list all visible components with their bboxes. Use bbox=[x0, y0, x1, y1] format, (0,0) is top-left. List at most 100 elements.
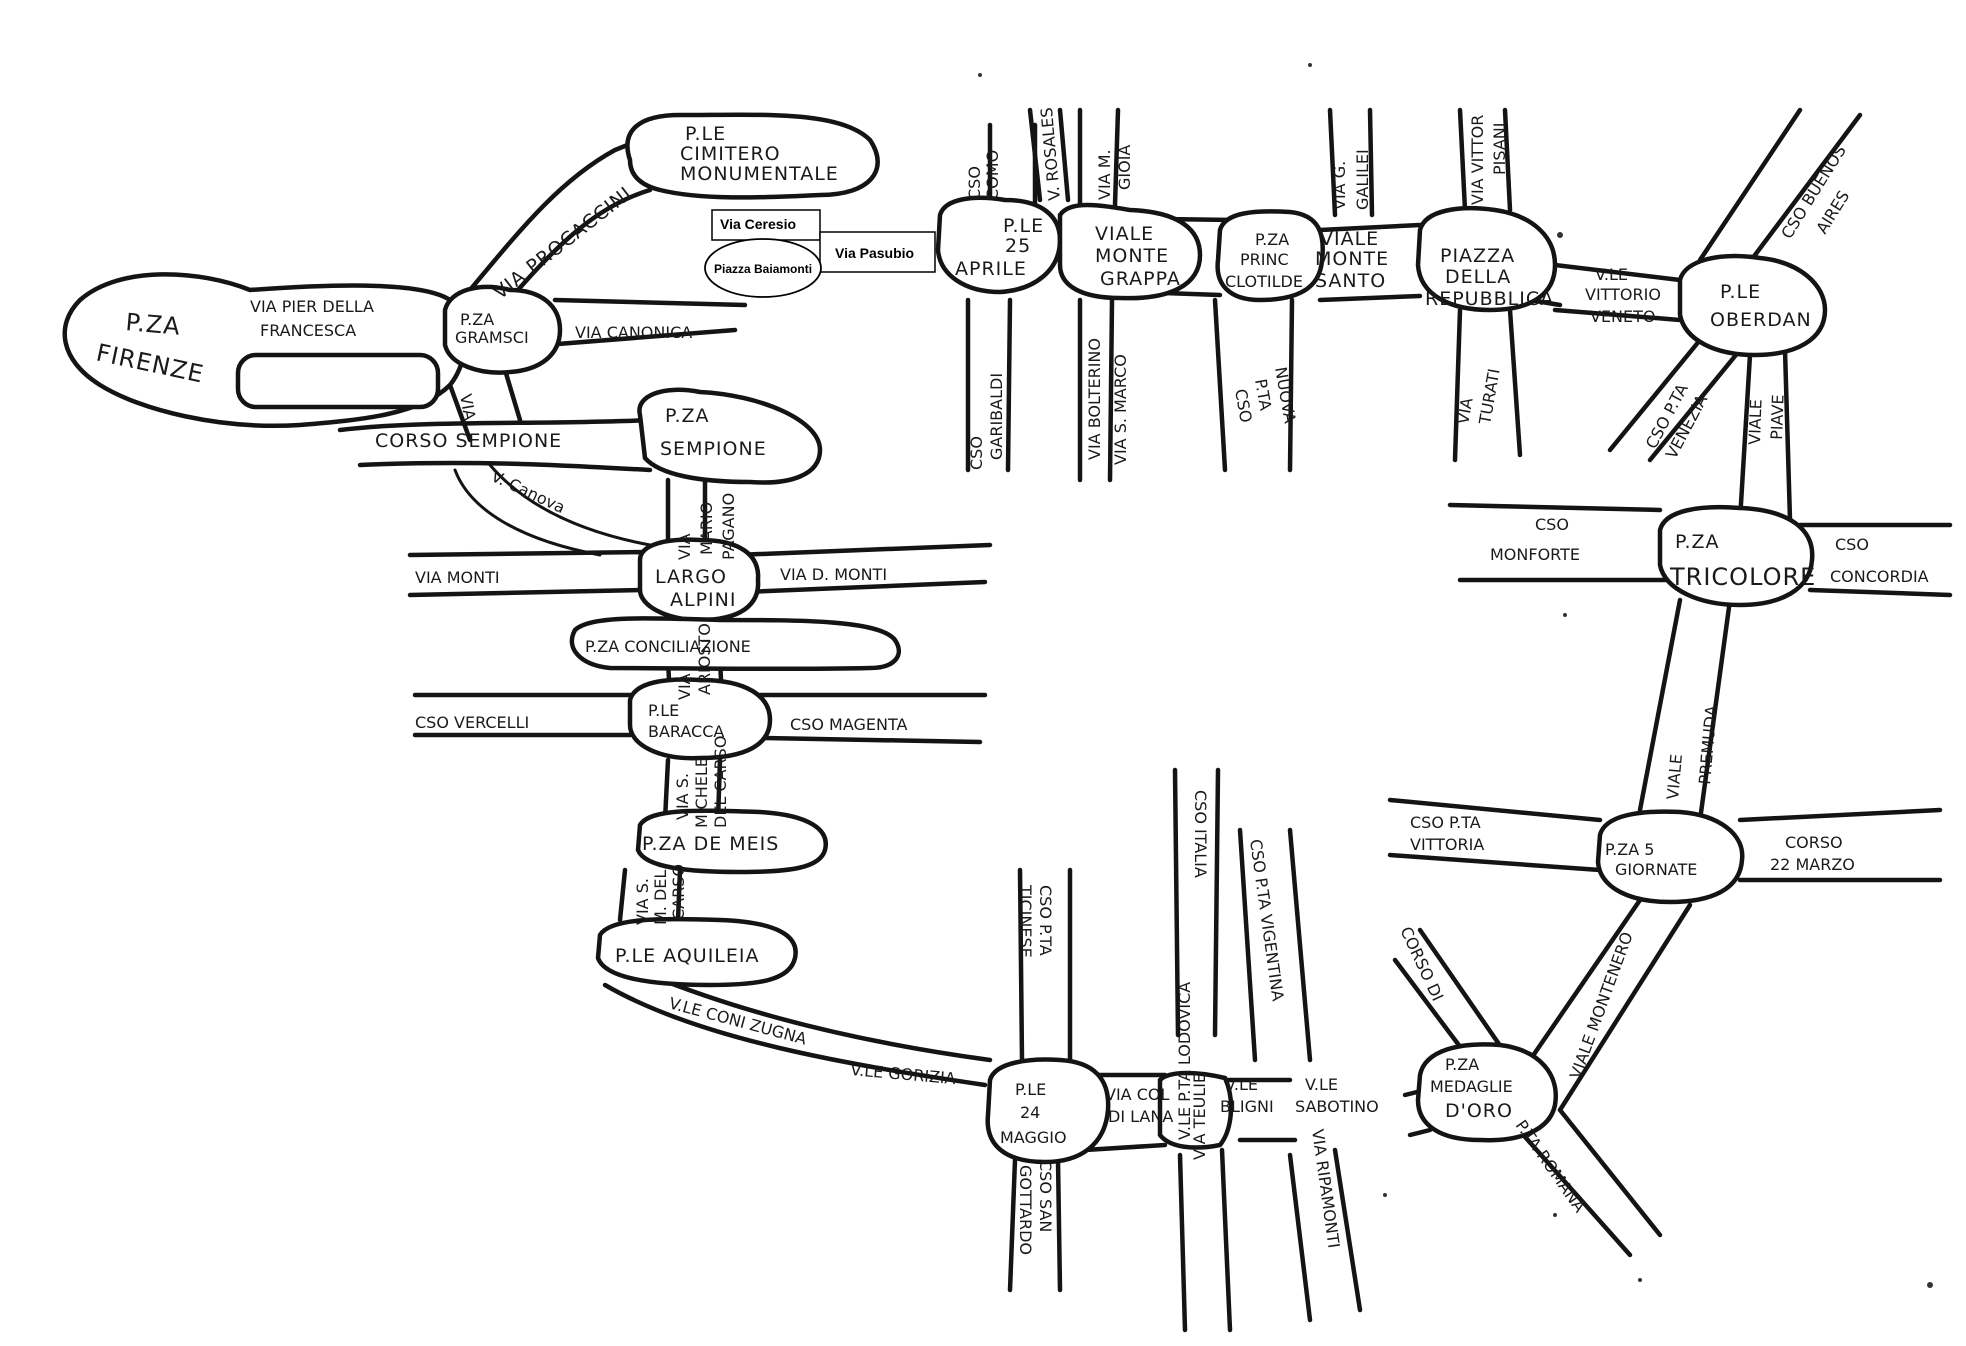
road-canonica bbox=[542, 297, 748, 348]
label-24-maggio-1: P.LE bbox=[1015, 1080, 1046, 1099]
label-clotilde-2: PRINC bbox=[1240, 250, 1289, 269]
box-via-pasubio bbox=[819, 231, 936, 273]
label-via-d-monti: VIA D. MONTI bbox=[780, 565, 887, 584]
road-pisani bbox=[1457, 107, 1513, 213]
label-garibaldi-1: CSO bbox=[967, 436, 986, 470]
label-canonica: VIA CANONICA bbox=[575, 323, 692, 342]
label-porta-nuova-2: P.TA bbox=[1251, 377, 1275, 412]
road-rosales bbox=[1027, 107, 1071, 203]
label-montesanto-3: SANTO bbox=[1315, 270, 1386, 292]
label-via-vertical: VIA bbox=[456, 392, 479, 422]
label-turati-2: TURATI bbox=[1475, 367, 1504, 427]
road-canova bbox=[453, 463, 652, 557]
label-cimitero-2: CIMITERO bbox=[680, 143, 781, 165]
road-porta-venezia bbox=[1607, 337, 1743, 463]
square-blobs bbox=[62, 112, 1828, 1165]
label-cinque-giornate-1: P.ZA 5 bbox=[1605, 840, 1654, 859]
label-cinque-giornate-2: GIORNATE bbox=[1615, 860, 1697, 879]
label-bligni-2: BLIGNI bbox=[1220, 1097, 1274, 1116]
label-lodovica: V.LE P.TA LODOVICA bbox=[1175, 982, 1194, 1140]
label-cimitero-3: MONUMENTALE bbox=[680, 163, 839, 185]
typed-overlay: Via Ceresio Via Pasubio Piazza Baiamonti bbox=[704, 209, 936, 298]
label-medaglie-2: MEDAGLIE bbox=[1430, 1077, 1513, 1096]
label-ticinese-2: TICINESE bbox=[1016, 884, 1035, 958]
label-piave-2: PIAVE bbox=[1767, 394, 1788, 440]
label-porta-nuova-1: CSO bbox=[1231, 387, 1256, 424]
road-south-row-bot bbox=[1082, 1137, 1298, 1153]
label-sempione-2: SEMPIONE bbox=[660, 438, 767, 460]
road-premuda bbox=[1637, 597, 1733, 823]
label-clotilde-1: P.ZA bbox=[1255, 230, 1289, 249]
blob-24-maggio bbox=[985, 1057, 1111, 1165]
label-premuda-2: PREMUDA bbox=[1695, 705, 1721, 786]
label-italia: CSO ITALIA bbox=[1191, 790, 1210, 878]
label-via-pasubio: Via Pasubio bbox=[835, 245, 914, 261]
label-medaglie-1: P.ZA bbox=[1445, 1055, 1479, 1074]
label-concordia-2: CONCORDIA bbox=[1830, 567, 1929, 586]
label-montesanto-2: MONTE bbox=[1315, 248, 1389, 270]
road-porta-romana-s bbox=[1507, 1107, 1663, 1258]
map-labels: P.LE CIMITERO MONUMENTALE VIA PROCACCINI… bbox=[94, 107, 1929, 1255]
label-via-monti: VIA MONTI bbox=[415, 568, 500, 587]
label-monte-grappa-2: MONTE bbox=[1095, 245, 1169, 267]
label-san-gottardo-2: GOTTARDO bbox=[1016, 1165, 1035, 1255]
label-medaglie-3: D'ORO bbox=[1445, 1100, 1513, 1122]
label-de-meis: P.ZA DE MEIS bbox=[642, 833, 779, 855]
road-mario-pagano bbox=[665, 477, 708, 548]
blob-de-meis bbox=[635, 808, 828, 875]
label-concordia-1: CSO bbox=[1835, 535, 1869, 554]
label-aprile-1: P.LE bbox=[1003, 215, 1044, 237]
label-val-di-lodi: VIA TEULIE bbox=[1190, 1073, 1209, 1160]
road-lodovica bbox=[1177, 1147, 1233, 1333]
speck bbox=[1638, 1278, 1642, 1282]
road-network bbox=[337, 107, 1953, 1333]
blob-cinque-giornate bbox=[1595, 809, 1745, 905]
road-italia bbox=[1172, 767, 1221, 1038]
label-repubblica-2: DELLA bbox=[1445, 266, 1511, 288]
road-michele-carso-b bbox=[617, 867, 683, 923]
label-michele-carso-1: VIA S. bbox=[673, 773, 692, 820]
road-magenta bbox=[757, 692, 988, 745]
label-michele-carso-b-1: VIA S. bbox=[633, 878, 652, 925]
label-bligni-1: V.LE bbox=[1225, 1075, 1258, 1094]
label-vittorio-veneto-3: VENETO bbox=[1590, 307, 1656, 326]
label-pier-francesca-1: VIA PIER DELLA bbox=[250, 297, 374, 316]
scan-specks bbox=[978, 63, 1933, 1288]
label-galilei-1: VIA G. bbox=[1330, 161, 1349, 210]
road-porta-nuova bbox=[1212, 297, 1295, 473]
label-michele-carso-b-3: CARSO bbox=[669, 864, 688, 920]
blob-medaglie bbox=[1415, 1042, 1558, 1143]
label-via-ceresio: Via Ceresio bbox=[720, 216, 796, 232]
blob-bligni bbox=[1157, 1070, 1234, 1150]
label-col-di-lana-2: DI LANA bbox=[1108, 1107, 1173, 1126]
label-gorizia: V.LE GORIZIA bbox=[850, 1060, 957, 1088]
road-coni-zugna-gorizia bbox=[602, 972, 993, 1088]
label-san-gottardo-1: CSO SAN bbox=[1036, 1160, 1055, 1232]
road-gottardo bbox=[1007, 1157, 1063, 1293]
road-vittorio-veneto bbox=[1552, 262, 1683, 323]
label-baracca-2: BARACCA bbox=[648, 722, 724, 741]
road-via-monti bbox=[407, 549, 653, 598]
label-gioia-2: GIOIA bbox=[1115, 145, 1134, 190]
blob-repubblica bbox=[1415, 205, 1558, 313]
speck bbox=[1563, 613, 1567, 617]
label-corso-sempione: CORSO SEMPIONE bbox=[375, 430, 562, 452]
label-oberdan-2: OBERDAN bbox=[1710, 309, 1812, 331]
blob-oberdan bbox=[1677, 253, 1828, 358]
box-via-ceresio bbox=[711, 209, 821, 241]
label-vigentina: CSO P.TA VIGENTINA bbox=[1246, 838, 1288, 1002]
blob-clotilde bbox=[1215, 209, 1325, 303]
label-largo-alpini-2: ALPINI bbox=[670, 589, 736, 611]
blob-largo-alpini bbox=[637, 537, 761, 623]
label-monte-grappa-1: VIALE bbox=[1095, 223, 1154, 245]
road-galilei bbox=[1327, 107, 1375, 218]
label-22-marzo-1: CORSO bbox=[1785, 833, 1843, 852]
label-cimitero-1: P.LE bbox=[685, 123, 726, 145]
blob-cimitero bbox=[625, 112, 880, 200]
label-piazza-baiamonti: Piazza Baiamonti bbox=[714, 262, 812, 276]
label-ariosto-1: VIA bbox=[675, 673, 694, 700]
blob-monte-grappa bbox=[1057, 202, 1203, 301]
label-gramsci-2: GRAMSCI bbox=[455, 328, 529, 347]
label-porta-vittoria-2: VITTORIA bbox=[1410, 835, 1484, 854]
